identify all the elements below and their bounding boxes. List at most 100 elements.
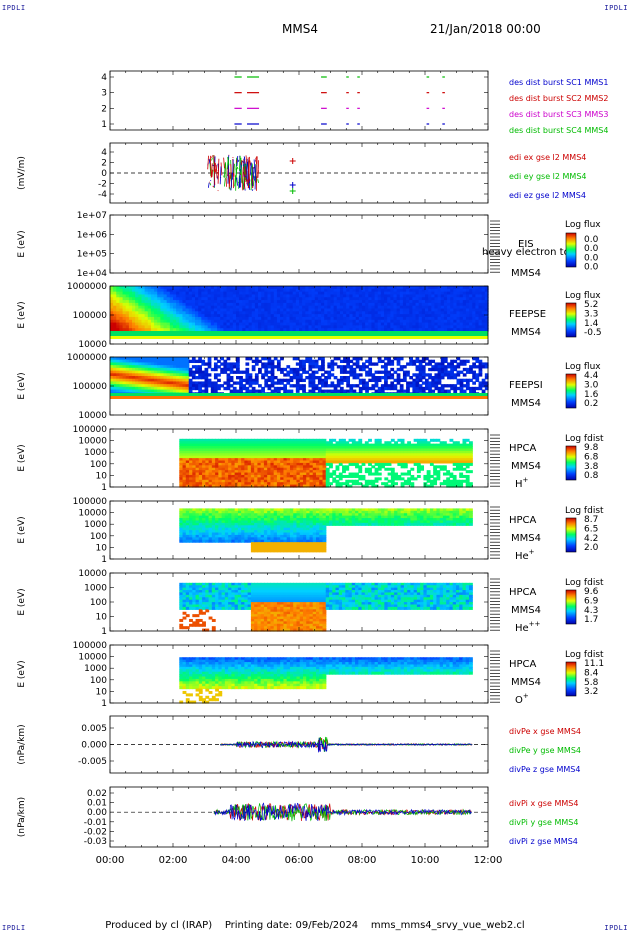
- feeps-i-pixel: [321, 367, 325, 372]
- edi-trace: [255, 156, 258, 191]
- feeps-e-pixel: [406, 322, 410, 326]
- feeps-e-pixel: [283, 316, 287, 321]
- panel-hpca-h-pixel: [381, 455, 385, 459]
- feeps-e-pixel: [481, 314, 486, 318]
- feeps-e-pixel: [317, 297, 322, 301]
- panel-hpca-h-pixel: [211, 472, 216, 476]
- panel-hpca-h-pixel: [306, 477, 311, 481]
- feeps-e-pixel: [336, 314, 341, 318]
- feeps-e-pixel: [213, 297, 218, 301]
- feeps-i-pixel: [154, 367, 158, 372]
- feeps-e-pixel: [229, 294, 234, 298]
- feeps-e-pixel: [147, 328, 152, 332]
- panel-hpca-h-pixel: [286, 458, 291, 462]
- feeps-e-pixel: [314, 322, 319, 326]
- feeps-e-pixel: [239, 300, 243, 304]
- panel-hpca-h-pixel: [211, 460, 216, 464]
- feeps-e-pixel: [176, 316, 180, 321]
- panel-hpca-h-pixel: [273, 482, 278, 486]
- feeps-i-pixel: [447, 365, 451, 369]
- feeps-i-pixel: [465, 381, 470, 385]
- panel-feeps-i-spacecraft: MMS4: [511, 398, 541, 409]
- feeps-e-pixel: [362, 288, 366, 293]
- feeps-e-pixel: [144, 294, 149, 298]
- feeps-e-pixel: [374, 300, 379, 304]
- panel-hpca-h-pixel: [403, 460, 408, 464]
- feeps-e-pixel: [207, 294, 212, 298]
- feeps-e-pixel: [254, 291, 259, 296]
- feeps-e-pixel: [305, 325, 310, 329]
- edi-trace: [246, 179, 248, 185]
- feeps-e-pixel: [138, 322, 143, 326]
- panel-hpca-h-pixel: [400, 458, 405, 462]
- panel-hpca-h-pixel: [416, 455, 421, 459]
- feeps-i-pixel: [330, 365, 335, 369]
- feeps-e-pixel: [399, 294, 404, 298]
- feeps-i-pixel: [160, 359, 165, 364]
- feeps-e-pixel: [343, 314, 347, 318]
- feeps-e-pixel: [270, 294, 275, 298]
- panel-eis-ytick-label: 1e+04: [77, 269, 108, 279]
- feeps-e-pixel: [324, 328, 328, 332]
- feeps-e-pixel: [292, 305, 297, 310]
- feeps-e-pixel: [292, 297, 297, 301]
- panel-hpca-h-pixel: [182, 460, 187, 464]
- feeps-e-pixel: [362, 311, 366, 315]
- feeps-e-pixel: [273, 302, 278, 307]
- feeps-e-pixel: [144, 302, 149, 307]
- panel-hpca-h-pixel: [416, 448, 421, 452]
- feeps-i-pixel: [207, 378, 212, 383]
- panel-hpca-h-pixel: [283, 477, 288, 481]
- feeps-e-pixel: [327, 311, 332, 315]
- panel-hpca-h-pixel: [325, 484, 330, 488]
- feeps-e-pixel: [264, 305, 269, 310]
- feeps-e-pixel: [113, 305, 117, 310]
- feeps-i-pixel: [336, 389, 341, 393]
- feeps-e-pixel: [406, 311, 410, 315]
- panel-hpca-h-pixel: [423, 460, 428, 464]
- panel-hpca-h-pixel: [228, 448, 232, 452]
- feeps-e-pixel: [355, 302, 360, 307]
- panel-hpca-h-pixel: [247, 482, 252, 486]
- feeps-e-pixel: [254, 302, 259, 307]
- panel-hpca-h-pixel: [319, 484, 324, 488]
- feeps-i-pixel: [305, 357, 310, 361]
- feeps-e-pixel: [447, 302, 451, 307]
- feeps-i-pixel: [295, 373, 300, 377]
- feeps-e-pixel: [245, 286, 250, 290]
- feeps-i-pixel: [157, 362, 161, 366]
- feeps-e-pixel: [270, 288, 275, 293]
- feeps-i-pixel: [125, 359, 130, 364]
- feeps-i-pixel: [283, 386, 287, 391]
- feeps-i-pixel: [299, 373, 303, 377]
- feeps-e-pixel: [447, 316, 451, 321]
- feeps-i-pixel: [173, 386, 177, 391]
- feeps-i-pixel: [387, 362, 391, 366]
- feeps-e-pixel: [229, 319, 234, 324]
- feeps-e-pixel: [138, 328, 143, 332]
- feeps-e-pixel: [384, 291, 388, 296]
- panel-hpca-h-pixel: [403, 482, 408, 486]
- panel-feeps-i-ytick-label: 10000: [78, 411, 107, 421]
- feeps-i-pixel: [166, 373, 171, 377]
- feeps-e-pixel: [273, 328, 278, 332]
- feeps-e-pixel: [481, 319, 486, 324]
- panel-hpca-h-pixel: [276, 470, 281, 474]
- feeps-i-pixel: [132, 370, 136, 374]
- feeps-i-pixel: [201, 362, 206, 366]
- feeps-i-pixel: [125, 357, 130, 361]
- feeps-i-pixel: [377, 370, 382, 374]
- feeps-i-pixel: [182, 359, 187, 364]
- feeps-i-pixel: [412, 381, 417, 385]
- panel-hpca-h-pixel: [348, 474, 353, 478]
- feeps-i-pixel: [311, 384, 316, 388]
- feeps-e-pixel: [311, 314, 316, 318]
- panel-hpca-h-pixel: [381, 453, 385, 457]
- feeps-i-pixel: [314, 370, 319, 374]
- panel-hpca-h-pixel: [273, 448, 278, 452]
- panel-hpca-h-pixel: [276, 465, 281, 469]
- feeps-e-pixel: [358, 328, 363, 332]
- feeps-i-pixel: [144, 373, 149, 377]
- feeps-e-pixel: [207, 325, 212, 329]
- panel-hpca-h-pixel: [348, 462, 353, 466]
